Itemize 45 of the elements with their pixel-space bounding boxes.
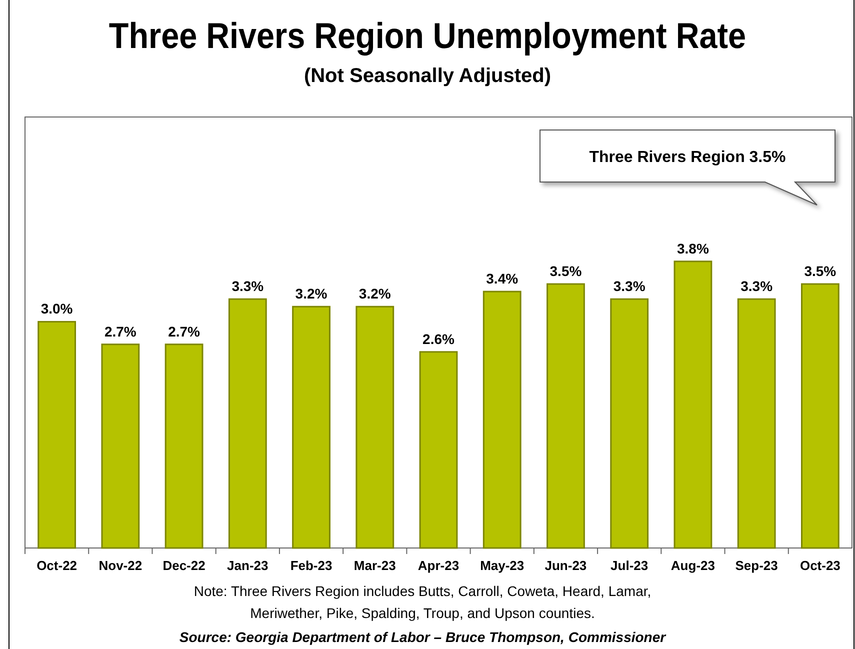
text: Note: Three Rivers Region includes Butts, Carroll, Coweta, Heard, Lamar,	[194, 583, 652, 599]
data-label: 3.2%	[358, 286, 392, 302]
x-tick-label: Apr-23	[418, 558, 460, 573]
x-tick-label: Dec-22	[162, 558, 206, 573]
bar	[356, 306, 394, 549]
text: Three Rivers Region 3.5%	[589, 149, 786, 166]
data-label: 2.7%	[104, 323, 137, 340]
bar	[292, 306, 330, 549]
x-tick-label: Oct-22	[36, 558, 78, 573]
chart-subtitle: (Not Seasonally Adjusted)	[304, 65, 552, 87]
data-label: 2.7%	[168, 323, 201, 340]
bar	[482, 290, 522, 549]
data-label: 3.3%	[613, 278, 646, 294]
x-tick-label: Mar-23	[354, 558, 396, 573]
x-tick-label: May-23	[480, 558, 524, 573]
x-tick-label: Jan-23	[227, 558, 268, 573]
bar	[800, 283, 840, 549]
data-label: 2.6%	[422, 330, 455, 347]
source-note: Source: Georgia Department of Labor – Bruce Thompson, Commissioner	[179, 629, 668, 645]
bar	[546, 283, 585, 549]
bar	[610, 298, 649, 549]
data-label: 3.8%	[677, 240, 710, 256]
x-tick-label: Sep-23	[735, 558, 778, 573]
x-tick-label: Jun-23	[544, 558, 587, 573]
data-label: 3.5%	[804, 263, 837, 280]
data-label: 3.5%	[550, 263, 582, 280]
data-label: 3.2%	[295, 286, 328, 302]
chart-title: Three Rivers Region Unemployment Rate	[108, 16, 746, 56]
data-label: 3.3%	[232, 278, 264, 294]
x-tick-label: Aug-23	[670, 558, 715, 573]
text: Meriwether, Pike, Spalding, Troup, and Upson counties.	[250, 605, 595, 621]
data-label: 3.3%	[740, 278, 774, 294]
bar	[674, 260, 712, 549]
data-label: 3.4%	[486, 270, 519, 287]
bar	[101, 344, 140, 549]
x-tick-label: Oct-23	[800, 558, 840, 573]
data-label: 3.0%	[40, 300, 74, 317]
bar	[419, 351, 458, 549]
bar	[228, 298, 267, 549]
x-tick-label: Feb-23	[290, 558, 332, 573]
x-tick-label: Nov-22	[98, 558, 142, 573]
x-tick-label: Jul-23	[610, 558, 648, 573]
bar	[164, 344, 204, 549]
bar	[38, 320, 76, 549]
bar	[737, 298, 776, 549]
